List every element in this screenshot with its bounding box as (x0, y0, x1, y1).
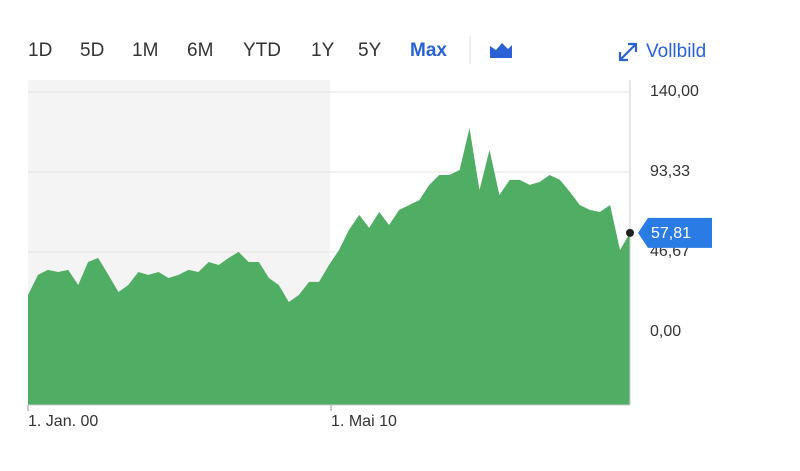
range-button[interactable]: 6M (187, 40, 213, 61)
range-button[interactable]: 1M (132, 40, 158, 61)
y-tick-label: 0,00 (650, 323, 681, 340)
x-tick-label: 1. Mai 10 (331, 413, 397, 430)
range-button[interactable]: Max (410, 40, 447, 61)
range-button[interactable]: YTD (243, 40, 281, 61)
range-button[interactable]: 1Y (311, 40, 335, 61)
y-tick-label: 93,33 (650, 163, 690, 180)
chart-type-icon[interactable] (490, 43, 512, 58)
price-badge (638, 217, 712, 248)
price-area (28, 128, 630, 405)
expand-icon (618, 42, 638, 62)
fullscreen-button[interactable]: Vollbild (618, 41, 706, 62)
y-tick-label: 140,00 (650, 83, 699, 100)
price-badge-label: 57,81 (651, 225, 691, 242)
range-button[interactable]: 1D (28, 40, 52, 61)
range-button[interactable]: 5Y (358, 40, 382, 61)
range-button[interactable]: 5D (80, 40, 104, 61)
x-tick-label: 1. Jan. 00 (28, 413, 98, 430)
last-point (626, 228, 634, 237)
area-icon (490, 43, 512, 58)
fullscreen-label: Vollbild (646, 41, 706, 62)
